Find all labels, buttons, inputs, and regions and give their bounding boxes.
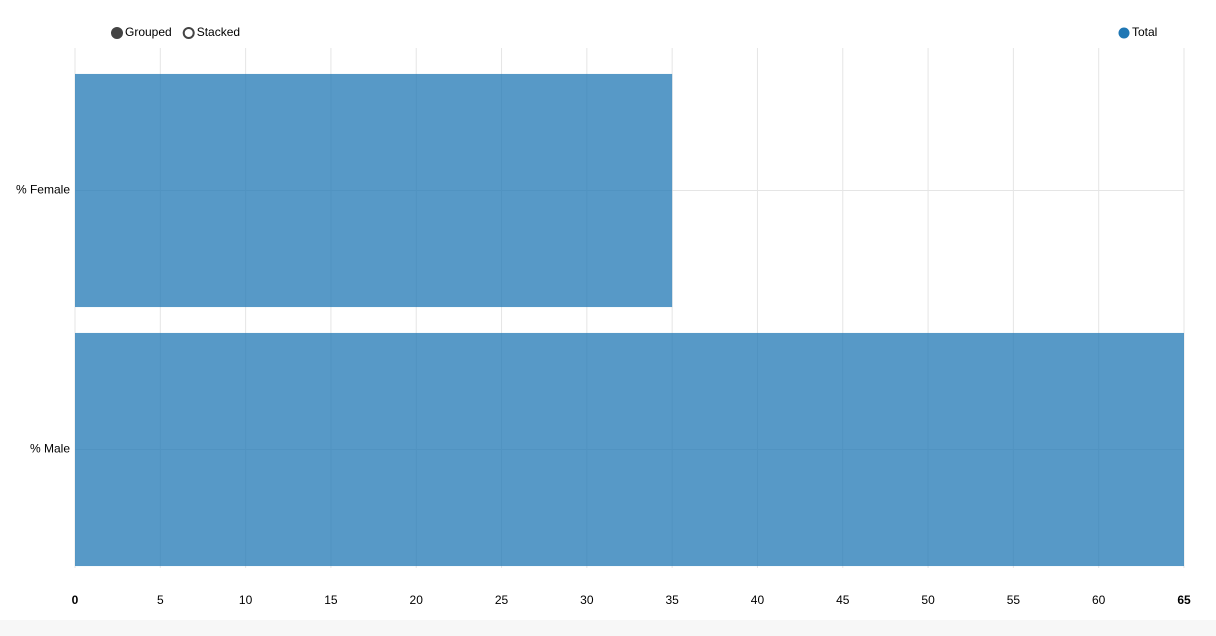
x-tick-label: 40 xyxy=(751,593,765,607)
y-tick-label: % Male xyxy=(30,442,70,456)
footer-strip xyxy=(0,620,1216,636)
y-tick-label: % Female xyxy=(16,183,70,197)
x-tick-label: 60 xyxy=(1092,593,1106,607)
control-marker[interactable] xyxy=(182,27,195,39)
control-label[interactable]: Grouped xyxy=(125,25,172,39)
x-tick-label: 20 xyxy=(410,593,424,607)
x-tick-label: 25 xyxy=(495,593,509,607)
x-tick-label: 50 xyxy=(921,593,935,607)
x-tick-label: 10 xyxy=(239,593,253,607)
bar xyxy=(75,73,673,308)
x-tick-label: 15 xyxy=(324,593,338,607)
x-tick-label: 45 xyxy=(836,593,850,607)
bar xyxy=(75,332,1184,567)
x-tick-label: 0 xyxy=(72,593,79,607)
x-tick-label: 30 xyxy=(580,593,594,607)
control-marker[interactable] xyxy=(111,27,123,39)
x-tick-label: 65 xyxy=(1177,593,1191,607)
x-tick-label: 5 xyxy=(157,593,164,607)
x-tick-label: 35 xyxy=(665,593,679,607)
legend-label[interactable]: Total xyxy=(1132,25,1157,39)
control-label[interactable]: Stacked xyxy=(197,25,240,39)
legend-marker[interactable] xyxy=(1118,27,1130,39)
x-tick-label: 55 xyxy=(1007,593,1021,607)
